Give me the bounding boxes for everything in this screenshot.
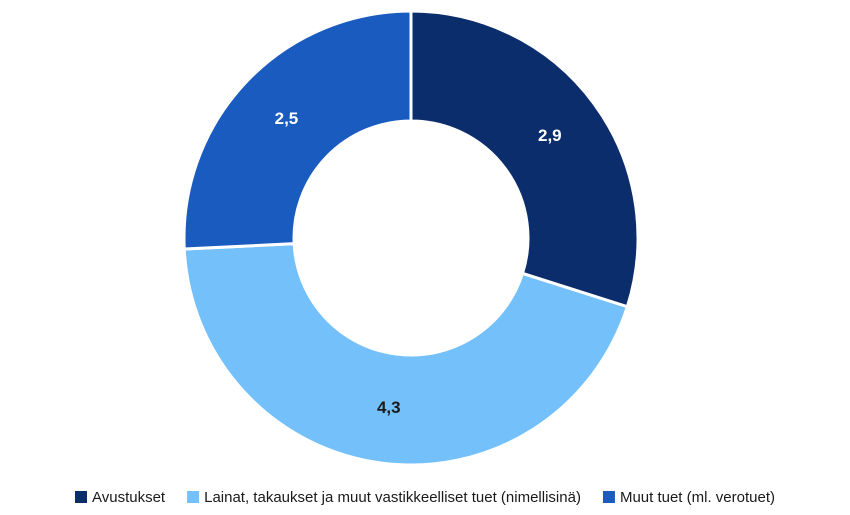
legend-label: Avustukset — [92, 489, 166, 506]
donut-slice — [409, 9, 640, 309]
value-label: 2,5 — [275, 109, 299, 128]
legend-marker — [602, 491, 615, 503]
value-label: 2,9 — [538, 126, 562, 145]
legend-label: Muut tuet (ml. verotuet) — [620, 489, 775, 506]
legend: Avustukset Lainat, takaukset ja muut vast… — [74, 489, 775, 506]
legend-marker — [187, 491, 200, 503]
value-label: 4,3 — [377, 398, 401, 417]
donut-slice — [182, 9, 413, 251]
donut-slice — [182, 242, 630, 467]
legend-marker — [74, 491, 87, 503]
legend-label: Lainat, takaukset ja muut vastikkeellise… — [204, 489, 581, 506]
